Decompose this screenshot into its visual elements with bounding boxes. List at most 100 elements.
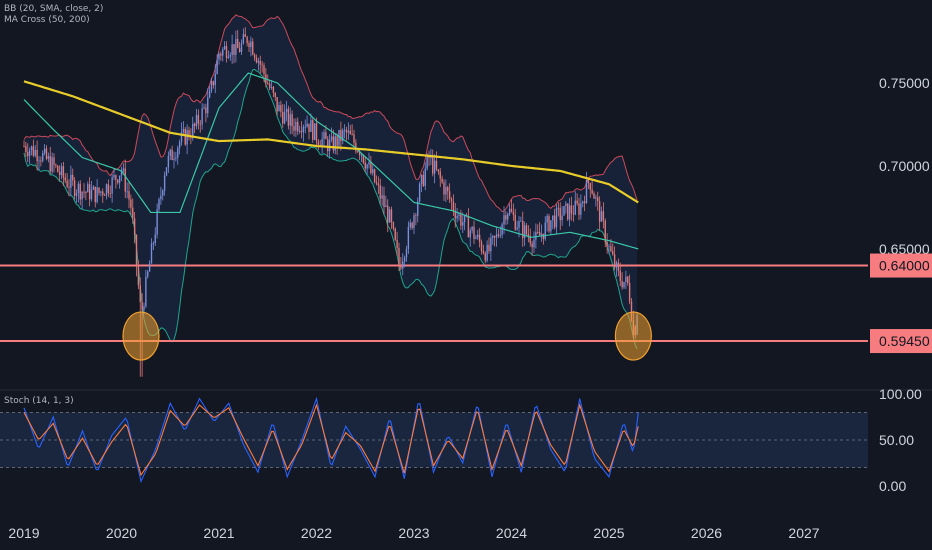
candle-body (593, 193, 595, 199)
candle-body (342, 130, 344, 141)
bb-legend[interactable]: BB (20, SMA, close, 2) (4, 4, 104, 14)
stoch-tick-label: 100.00 (879, 386, 922, 402)
ma-cross-legend[interactable]: MA Cross (50, 200) (4, 15, 90, 25)
candle-body (81, 191, 83, 200)
candle-body (128, 191, 130, 200)
candle-body (544, 222, 546, 239)
candle-body (248, 43, 250, 47)
candle-body (98, 187, 100, 193)
candle-body (60, 166, 63, 175)
candle-body (27, 151, 29, 157)
candle-body (47, 156, 50, 159)
candle-body (148, 263, 151, 272)
candle-body (124, 168, 126, 192)
candle-body (475, 237, 477, 239)
candle-body (477, 234, 479, 238)
candle-body (255, 57, 258, 63)
candle-body (263, 65, 265, 75)
candle-body (120, 170, 123, 176)
candle-body (105, 184, 108, 196)
candle-body (308, 123, 310, 132)
candle-body (351, 134, 353, 135)
candle-body (278, 105, 280, 112)
candle-body (40, 160, 42, 162)
candle-body (207, 97, 209, 114)
candle-body (38, 160, 40, 162)
price-tag-1 (870, 329, 932, 354)
candle-body (424, 168, 426, 186)
candle-body (538, 231, 541, 236)
stochastic-pane (0, 396, 868, 484)
candle-body (274, 92, 276, 98)
candle-body (563, 206, 565, 216)
candle-body (567, 203, 569, 220)
candle-body (160, 195, 162, 200)
candle-body (486, 244, 488, 261)
candle-body (28, 150, 31, 157)
candle-body (518, 220, 520, 228)
candle-body (117, 179, 119, 183)
candle-body (178, 141, 181, 148)
candle-body (557, 207, 560, 209)
candle-body (345, 129, 348, 133)
candle-body (68, 186, 70, 188)
candle-body (253, 54, 256, 58)
price-tick-label: 0.75000 (879, 75, 930, 91)
candle-body (430, 156, 432, 159)
stoch-legend[interactable]: Stoch (14, 1, 3) (4, 396, 74, 406)
candle-body (143, 306, 145, 310)
candle-body (126, 191, 128, 193)
candle-body (507, 214, 509, 220)
candle-body (43, 148, 46, 154)
candle-body (220, 53, 222, 56)
candle-body (407, 226, 410, 249)
candle-body (628, 283, 631, 302)
candle-body (330, 136, 333, 140)
candle-body (229, 55, 231, 57)
candle-body (297, 121, 299, 132)
candle-body (197, 114, 200, 124)
candle-body (90, 189, 93, 200)
candle-body (400, 264, 402, 269)
candle-body (439, 171, 441, 179)
candle-body (478, 234, 481, 242)
candle-body (145, 276, 147, 307)
candle-body (469, 230, 471, 238)
candle-body (66, 180, 68, 187)
candle-body (480, 241, 483, 251)
candle-body (298, 130, 301, 132)
candle-body (490, 237, 492, 252)
candle-body (113, 175, 115, 178)
candle-body (184, 129, 186, 145)
candle-body (122, 168, 125, 171)
candle-body (272, 86, 275, 93)
candle-body (360, 155, 363, 156)
candle-body (147, 271, 149, 277)
candle-body (503, 215, 505, 225)
candle-body (493, 236, 496, 238)
candle-body (175, 157, 177, 159)
candle-body (237, 39, 239, 49)
candle-body (364, 162, 366, 169)
candle-body (302, 126, 305, 133)
candle-body (484, 253, 486, 261)
candle-body (411, 222, 413, 229)
candle-body (559, 208, 561, 221)
candle-body (158, 199, 160, 210)
candle-body (570, 205, 573, 214)
candle-body (349, 130, 351, 135)
candle-body (94, 186, 96, 203)
candle-body (435, 160, 438, 170)
candle-body (608, 246, 610, 248)
candles (23, 27, 638, 377)
candle-body (548, 216, 550, 232)
candle-body (625, 276, 627, 282)
candle-body (583, 201, 586, 204)
candle-body (580, 203, 582, 215)
candle-body (366, 164, 368, 169)
candle-body (100, 191, 102, 193)
candle-body (595, 197, 597, 199)
candle-body (615, 262, 618, 268)
time-axis[interactable]: 2019 2020 2021 2022 2023 2024 2025 2026 2027 (8, 525, 819, 541)
